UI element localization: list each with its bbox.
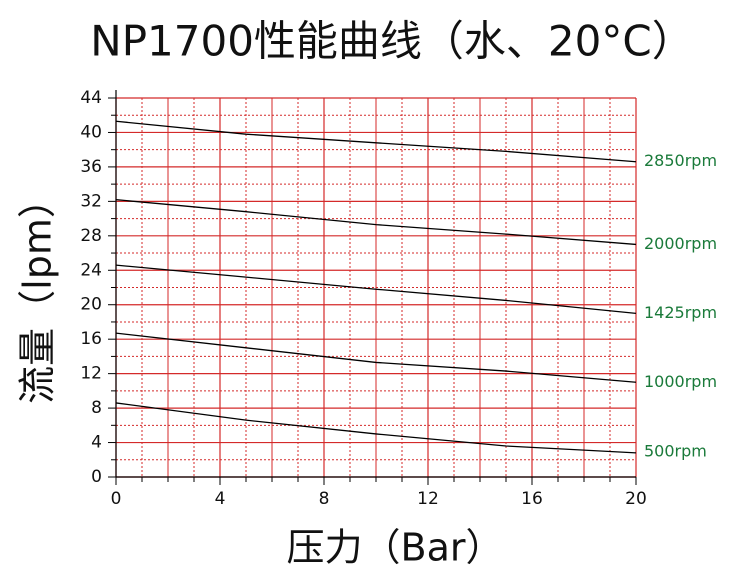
series-line bbox=[115, 198, 637, 246]
x-tick-label: 12 bbox=[417, 489, 439, 509]
series-label: 2850rpm bbox=[644, 151, 717, 170]
y-tick-label: 40 bbox=[80, 122, 102, 142]
y-tick-label: 0 bbox=[91, 467, 102, 487]
y-tick-label: 8 bbox=[91, 398, 102, 418]
series-label: 1425rpm bbox=[644, 303, 717, 322]
y-tick-label: 4 bbox=[91, 433, 102, 453]
chart-title: NP1700性能曲线（水、20°C） bbox=[90, 17, 693, 66]
y-axis-label: 流量（lpm） bbox=[16, 180, 60, 404]
series-line bbox=[115, 264, 637, 314]
x-tick-label: 16 bbox=[521, 489, 543, 509]
y-tick-label: 20 bbox=[80, 295, 102, 315]
series-label: 500rpm bbox=[644, 441, 707, 460]
series-label: 2000rpm bbox=[644, 234, 717, 253]
y-tick-label: 44 bbox=[80, 88, 102, 108]
y-tick-label: 24 bbox=[80, 260, 102, 280]
x-tick-label: 20 bbox=[625, 489, 647, 509]
x-tick-label: 8 bbox=[319, 489, 330, 509]
y-tick-label: 36 bbox=[80, 157, 102, 177]
series-line bbox=[115, 402, 637, 454]
series-line bbox=[115, 332, 637, 383]
x-tick-label: 0 bbox=[111, 489, 122, 509]
y-tick-label: 28 bbox=[80, 226, 102, 246]
y-tick-label: 32 bbox=[80, 191, 102, 211]
y-tick-label: 12 bbox=[80, 364, 102, 384]
x-tick-label: 4 bbox=[215, 489, 226, 509]
series-line bbox=[115, 120, 637, 163]
y-tick-label: 16 bbox=[80, 329, 102, 349]
series-label: 1000rpm bbox=[644, 372, 717, 391]
x-axis-label: 压力（Bar） bbox=[287, 526, 504, 570]
